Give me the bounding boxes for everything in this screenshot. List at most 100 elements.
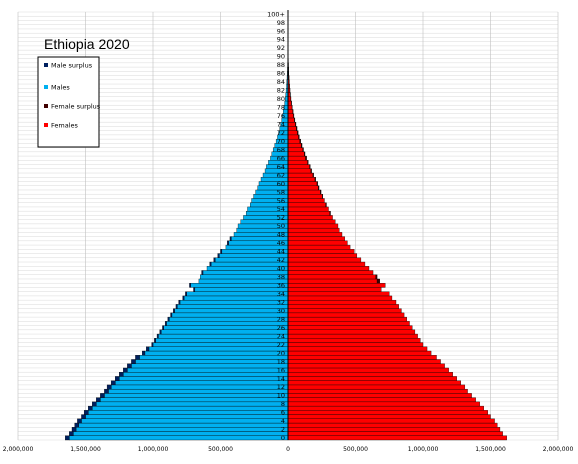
female-bar-age-49	[287, 227, 340, 233]
male-surplus-bar-age-36	[189, 283, 191, 288]
age-tick-label: 20	[277, 349, 285, 357]
male-surplus-bar-age-13	[110, 380, 116, 386]
age-tick-label: 54	[277, 205, 285, 213]
age-tick-label: 24	[277, 332, 285, 340]
age-tick-label: 78	[277, 104, 285, 112]
male-bar-age-26	[163, 325, 289, 330]
male-bar-age-6	[88, 410, 289, 415]
female-bar-age-0	[287, 435, 507, 441]
female-bar-age-1	[287, 431, 503, 436]
male-surplus-bar-age-23	[154, 338, 156, 343]
female-bar-age-38	[287, 274, 376, 280]
female-bar-age-43	[287, 253, 358, 258]
male-surplus-bar-age-46	[227, 240, 229, 246]
male-surplus-bar-age-7	[88, 405, 93, 411]
age-tick-label: 46	[277, 239, 285, 247]
female-surplus-bar-age-68	[302, 147, 304, 153]
age-tick-label: 18	[277, 358, 285, 366]
male-bar-age-37	[198, 278, 289, 284]
female-bar-age-75	[287, 117, 295, 123]
male-surplus-bar-age-39	[201, 270, 204, 275]
male-bar-age-19	[139, 355, 289, 360]
female-bar-age-7	[287, 405, 484, 411]
male-surplus-bar-age-42	[213, 257, 216, 263]
female-bar-age-52	[287, 215, 333, 220]
female-bar-age-8	[287, 401, 480, 407]
male-bar-age-5	[85, 414, 289, 419]
age-tick-label: 72	[277, 129, 285, 137]
age-tick-label: 44	[277, 248, 285, 256]
age-tick-label: 42	[277, 256, 285, 264]
male-surplus-bar-age-32	[178, 299, 181, 305]
female-bar-age-60	[287, 181, 318, 186]
male-bar-age-13	[115, 380, 289, 386]
age-tick-label: 86	[277, 70, 285, 78]
female-bar-age-41	[287, 261, 366, 267]
female-bar-age-74	[287, 122, 296, 127]
legend-label-females: Females	[51, 122, 79, 130]
male-bar-age-4	[81, 418, 289, 424]
female-bar-age-65	[287, 160, 308, 165]
female-bar-age-24	[287, 333, 418, 339]
female-bar-age-26	[287, 325, 413, 330]
female-bar-age-66	[287, 155, 306, 161]
male-bar-age-30	[174, 308, 289, 314]
age-tick-label: 52	[277, 214, 285, 222]
age-tick-label: 82	[277, 87, 285, 95]
female-bar-age-77	[287, 109, 293, 114]
age-tick-label: 68	[277, 146, 285, 154]
female-bar-age-32	[287, 299, 397, 305]
female-bar-age-51	[287, 219, 336, 225]
female-surplus-bar-age-67	[304, 151, 306, 157]
female-surplus-bar-age-55	[325, 202, 327, 208]
male-bar-age-34	[186, 291, 289, 297]
age-tick-label: 94	[277, 36, 285, 44]
female-surplus-bar-age-59	[318, 185, 320, 191]
legend-swatch-male-surplus	[44, 63, 48, 67]
female-bar-age-46	[287, 240, 348, 246]
male-surplus-bar-age-16	[123, 367, 128, 373]
male-bar-age-38	[200, 274, 289, 280]
female-surplus-bar-age-71	[298, 134, 300, 140]
male-bar-age-0	[69, 435, 289, 441]
age-tick-label: 64	[277, 163, 285, 171]
age-tick-label: 36	[277, 282, 285, 290]
female-bar-age-22	[287, 342, 424, 347]
female-surplus-bar-age-66	[305, 155, 307, 161]
age-tick-label: 30	[277, 307, 285, 315]
female-bar-age-58	[287, 189, 321, 195]
male-bar-age-31	[177, 304, 289, 309]
female-bar-age-25	[287, 329, 416, 335]
male-surplus-bar-age-47	[229, 236, 232, 242]
age-tick-label: 4	[281, 417, 285, 425]
age-tick-label: 98	[277, 19, 285, 27]
female-bar-age-67	[287, 151, 305, 157]
female-bar-age-6	[287, 410, 488, 415]
age-tick-label: 14	[277, 375, 285, 383]
female-bar-age-37	[287, 278, 378, 284]
male-bar-age-16	[127, 367, 289, 373]
female-bar-age-39	[287, 270, 374, 275]
male-surplus-bar-age-4	[77, 418, 82, 424]
female-surplus-bar-age-73	[296, 126, 298, 131]
male-bar-age-24	[158, 333, 289, 339]
female-surplus-bar-age-53	[329, 210, 331, 216]
male-surplus-bar-age-28	[167, 316, 170, 322]
male-surplus-bar-age-27	[164, 321, 167, 326]
female-bar-age-69	[287, 143, 302, 148]
female-surplus-bar-age-58	[320, 189, 322, 195]
female-bar-age-76	[287, 113, 294, 119]
male-bar-age-8	[96, 401, 289, 407]
female-bar-age-4	[287, 418, 495, 424]
male-surplus-bar-age-15	[119, 372, 124, 377]
male-bar-age-22	[152, 342, 289, 347]
male-surplus-bar-age-1	[69, 431, 74, 436]
legend-box	[37, 56, 100, 148]
female-bar-age-64	[287, 164, 310, 169]
male-surplus-bar-age-21	[146, 346, 150, 352]
age-tick-label: 60	[277, 180, 285, 188]
female-bar-age-11	[287, 388, 468, 394]
male-surplus-bar-age-3	[74, 422, 79, 428]
male-surplus-bar-age-35	[193, 287, 196, 292]
